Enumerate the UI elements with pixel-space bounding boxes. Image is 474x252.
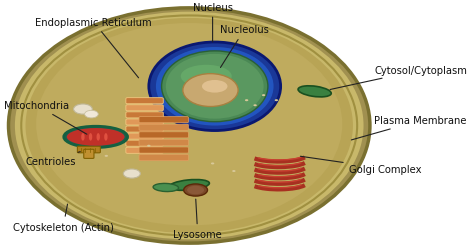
Ellipse shape: [169, 180, 210, 191]
Text: Endoplasmic Reticulum: Endoplasmic Reticulum: [35, 18, 152, 78]
Ellipse shape: [298, 86, 331, 98]
Ellipse shape: [36, 24, 342, 226]
FancyBboxPatch shape: [139, 132, 188, 138]
Ellipse shape: [15, 13, 364, 239]
FancyBboxPatch shape: [139, 155, 188, 161]
Ellipse shape: [85, 111, 98, 118]
Text: Golgi Complex: Golgi Complex: [301, 157, 421, 174]
FancyBboxPatch shape: [77, 147, 100, 153]
Text: Mitochondria: Mitochondria: [4, 101, 87, 135]
FancyBboxPatch shape: [126, 119, 163, 125]
Text: Lysosome: Lysosome: [173, 199, 222, 239]
FancyBboxPatch shape: [126, 141, 163, 147]
Ellipse shape: [181, 66, 232, 88]
FancyBboxPatch shape: [139, 117, 188, 123]
Ellipse shape: [64, 127, 128, 148]
FancyBboxPatch shape: [126, 134, 163, 140]
Ellipse shape: [184, 184, 208, 196]
Ellipse shape: [153, 184, 179, 192]
FancyBboxPatch shape: [126, 98, 163, 104]
FancyBboxPatch shape: [139, 147, 188, 153]
FancyBboxPatch shape: [126, 112, 163, 118]
Ellipse shape: [147, 145, 151, 147]
Ellipse shape: [232, 170, 236, 172]
FancyBboxPatch shape: [84, 150, 94, 159]
Text: Cytosol/Cytoplasm: Cytosol/Cytoplasm: [330, 66, 467, 90]
Ellipse shape: [166, 55, 264, 119]
FancyBboxPatch shape: [126, 127, 163, 133]
Ellipse shape: [187, 186, 204, 195]
Text: Centrioles: Centrioles: [26, 152, 80, 166]
FancyBboxPatch shape: [126, 148, 163, 154]
Ellipse shape: [105, 155, 108, 157]
Ellipse shape: [183, 74, 238, 107]
Ellipse shape: [104, 134, 108, 141]
Ellipse shape: [81, 134, 85, 141]
FancyBboxPatch shape: [139, 125, 188, 131]
Ellipse shape: [97, 134, 100, 141]
Ellipse shape: [9, 9, 370, 243]
Text: Nucleus: Nucleus: [192, 3, 233, 43]
Text: Nucleolus: Nucleolus: [220, 25, 269, 68]
Ellipse shape: [73, 105, 92, 115]
FancyBboxPatch shape: [139, 140, 188, 146]
Ellipse shape: [211, 163, 214, 165]
Text: Cytoskeleton (Actin): Cytoskeleton (Actin): [13, 204, 114, 232]
Ellipse shape: [162, 52, 268, 122]
Ellipse shape: [245, 100, 248, 102]
Ellipse shape: [149, 43, 281, 131]
Ellipse shape: [262, 95, 265, 97]
Ellipse shape: [67, 129, 125, 146]
Ellipse shape: [254, 105, 257, 107]
Ellipse shape: [202, 81, 228, 93]
Text: Plasma Membrane: Plasma Membrane: [351, 116, 467, 140]
Ellipse shape: [155, 47, 274, 127]
Ellipse shape: [89, 134, 92, 141]
FancyBboxPatch shape: [126, 105, 163, 111]
Ellipse shape: [123, 169, 140, 178]
Ellipse shape: [26, 19, 353, 233]
Ellipse shape: [275, 100, 278, 102]
